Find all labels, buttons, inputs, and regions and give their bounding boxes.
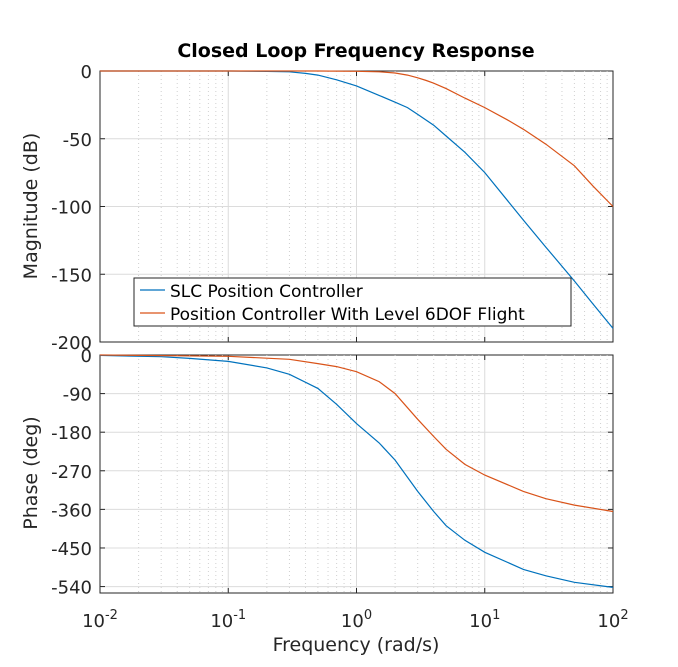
magnitude-y-label: Magnitude (dB) [20,133,42,280]
magnitude-series-line-1 [100,70,614,329]
magnitude-y-tick-label: -150 [51,265,92,286]
phase-y-label: Phase (deg) [20,416,42,529]
phase-y-tick-label: -360 [51,500,92,521]
magnitude-y-tick-label: 0 [81,62,92,83]
magnitude-series-line-2 [100,70,614,207]
x-tick-label: 101 [469,608,500,632]
phase-y-tick-label: -90 [63,385,92,406]
x-axis-label: Frequency (rad/s) [273,634,440,656]
chart-title: Closed Loop Frequency Response [177,40,534,62]
phase-y-tick-label: -180 [51,423,92,444]
x-tick-label: 102 [597,608,628,632]
x-tick-label: 100 [341,608,372,632]
magnitude-curves [100,70,614,329]
legend-label-series-1: SLC Position Controller [170,282,363,302]
magnitude-y-tick-label: -50 [63,130,92,151]
magnitude-panel: 0 -50 -100 -150 -200 Magnitude (dB) SLC Posi… [20,62,614,354]
phase-curves [99,354,614,588]
x-tick-label: 10-2 [82,608,118,632]
phase-grid [99,354,614,593]
legend-label-series-2: Position Controller With Level 6DOF Flig… [170,305,525,325]
phase-series-line-1 [99,354,614,588]
phase-y-tick-label: -270 [51,462,92,483]
x-tick-label: 10-1 [210,608,246,632]
legend: SLC Position Controller Position Control… [133,277,572,327]
phase-panel: 0 -90 -180 -270 -360 -450 -540 Phase (deg) 10-… [20,346,629,656]
phase-series-line-2 [99,354,614,513]
magnitude-y-ticks: 0 -50 -100 -150 -200 [51,62,92,354]
legend-box [133,277,572,327]
x-axis-ticks: 10-2 10-1 100 101 102 [82,608,629,632]
phase-y-tick-label: -540 [51,578,92,599]
magnitude-y-tick-label: -100 [51,198,92,219]
magnitude-y-tick-label: -200 [51,333,92,354]
phase-y-tick-label: -450 [51,539,92,560]
phase-y-tick-label: 0 [81,346,92,367]
phase-y-ticks: 0 -90 -180 -270 -360 -450 -540 [51,346,92,599]
